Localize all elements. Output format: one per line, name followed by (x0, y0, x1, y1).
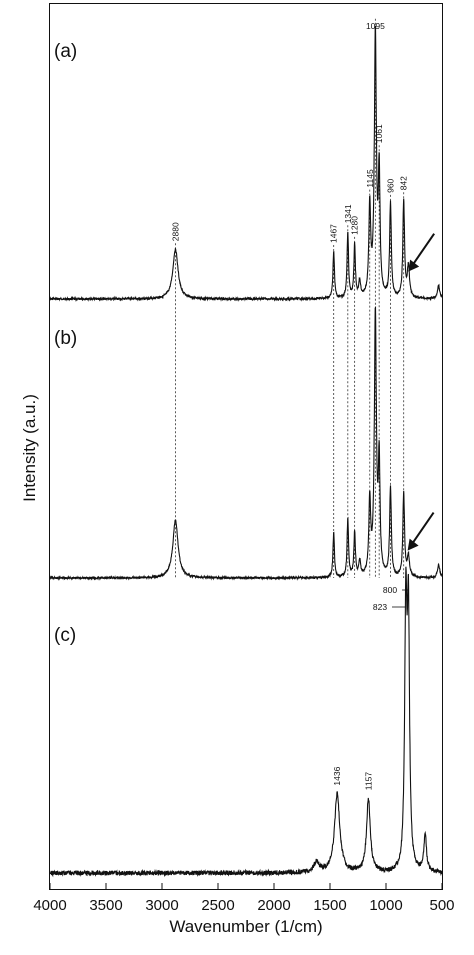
panel-label: (b) (54, 328, 77, 349)
panel-label: (c) (54, 625, 76, 646)
spectrum-line-1 (49, 25, 443, 302)
x-tick-label: 1500 (313, 897, 346, 914)
arrow-shaft (410, 512, 435, 546)
x-tick-label: 2500 (201, 897, 234, 914)
peak-label: 1280 (350, 216, 360, 235)
peak-label: 1157 (363, 772, 373, 791)
arrow-head (408, 259, 420, 272)
peak-label: 1341 (343, 204, 353, 223)
arrow-head (407, 538, 419, 551)
spectra-traces (49, 25, 443, 878)
peak-label: 2880 (170, 222, 180, 241)
panel-labels: (a) (b) (c) (54, 41, 77, 646)
peak-label: 1145 (365, 169, 375, 188)
y-axis-title: Intensity (a.u.) (20, 394, 39, 502)
peak-label: 800 (383, 585, 397, 595)
peak-label: 960 (386, 178, 396, 192)
x-tick-label: 1000 (369, 897, 402, 914)
panel-label: (a) (54, 41, 77, 62)
peak-label: 1061 (374, 124, 384, 143)
peak-label: 1095 (366, 21, 385, 31)
arrow-shaft (411, 233, 435, 267)
x-tick-label: 4000 (33, 897, 66, 914)
arrow-annotations (407, 233, 435, 551)
x-tick-label: 3000 (145, 897, 178, 914)
spectrum-line-2 (49, 305, 443, 581)
x-axis-title: Wavenumber (1/cm) (169, 917, 322, 936)
peak-label: 1436 (332, 766, 342, 785)
x-tick-label: 3500 (89, 897, 122, 914)
spectrum-line-3 (49, 566, 443, 878)
x-tick-label: 500 (429, 897, 454, 914)
peak-label: 1467 (329, 224, 339, 243)
peak-label: 842 (399, 176, 409, 190)
x-tick-label: 2000 (257, 897, 290, 914)
plot-frame (49, 3, 443, 890)
peak-label: 823 (373, 602, 387, 612)
x-axis: 4000 3500 3000 2500 2000 1500 1000 500 (33, 883, 455, 914)
